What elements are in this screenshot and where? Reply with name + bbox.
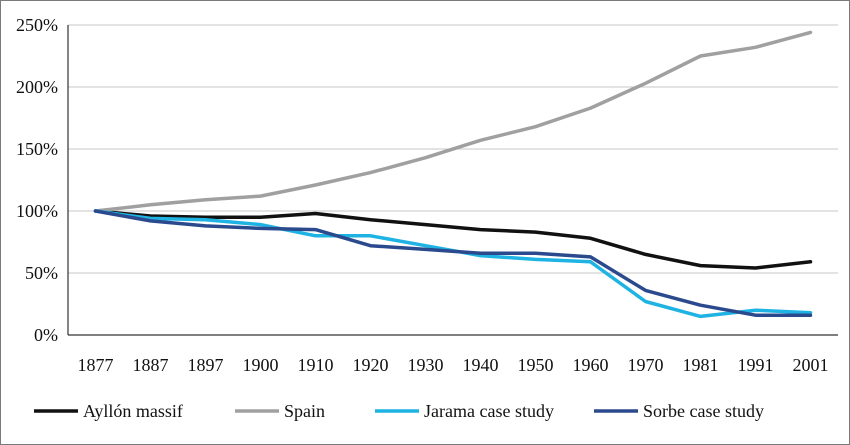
x-tick-label: 1981 bbox=[683, 355, 719, 375]
x-tick-label: 1920 bbox=[353, 355, 389, 375]
legend-label: Sorbe case study bbox=[643, 401, 764, 421]
x-tick-label: 1910 bbox=[298, 355, 334, 375]
legend-item: Ayllón massif bbox=[34, 401, 183, 421]
legend-label: Spain bbox=[284, 401, 325, 421]
y-tick-label: 150% bbox=[16, 139, 58, 159]
legend-item: Sorbe case study bbox=[594, 401, 764, 421]
legend-label: Ayllón massif bbox=[83, 401, 183, 421]
series-line-4 bbox=[93, 209, 813, 317]
x-tick-label: 1960 bbox=[573, 355, 609, 375]
x-tick-label: 1950 bbox=[518, 355, 554, 375]
x-tick-label: 1887 bbox=[133, 355, 169, 375]
legend-item: Jarama case study bbox=[375, 401, 554, 421]
x-tick-label: 1897 bbox=[188, 355, 224, 375]
y-tick-label: 100% bbox=[16, 201, 58, 221]
x-tick-label: 1877 bbox=[78, 355, 114, 375]
y-tick-label: 200% bbox=[16, 77, 58, 97]
x-tick-label: 2001 bbox=[793, 355, 829, 375]
series-line-1 bbox=[93, 209, 813, 270]
x-tick-label: 1940 bbox=[463, 355, 499, 375]
y-tick-label: 0% bbox=[34, 325, 58, 345]
series-line-2 bbox=[93, 30, 813, 213]
y-axis-ticks: 0% 50% 100% 150% 200% 250% bbox=[16, 15, 58, 345]
y-tick-label: 250% bbox=[16, 15, 58, 35]
y-tick-label: 50% bbox=[25, 263, 58, 283]
x-tick-label: 1970 bbox=[628, 355, 664, 375]
x-tick-label: 1930 bbox=[408, 355, 444, 375]
legend-label: Jarama case study bbox=[424, 401, 554, 421]
legend-item: Spain bbox=[235, 401, 325, 421]
x-tick-label: 1991 bbox=[738, 355, 774, 375]
gridlines bbox=[67, 24, 838, 336]
legend: Ayllón massif Spain Jarama case study Sorbe… bbox=[34, 401, 764, 421]
x-tick-label: 1900 bbox=[243, 355, 279, 375]
x-axis-ticks: 1877 1887 1897 1900 1910 1920 1930 1940 1950 1960… bbox=[78, 355, 829, 375]
series-lines bbox=[93, 30, 813, 319]
